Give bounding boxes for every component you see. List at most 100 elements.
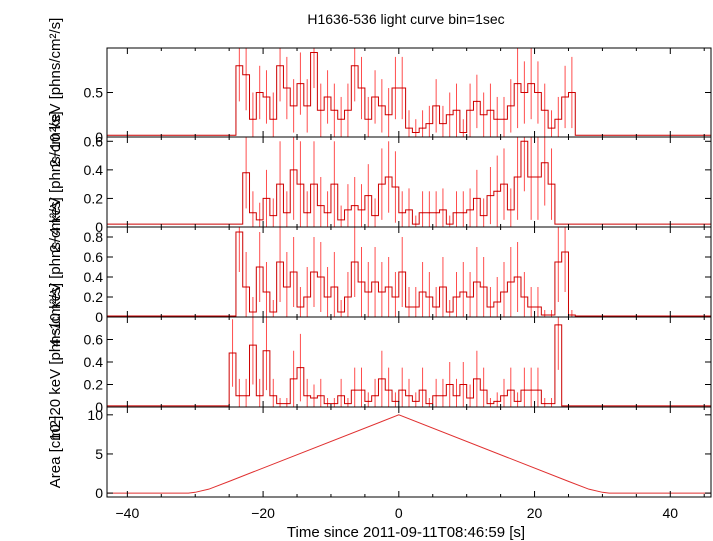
data-point (259, 91, 261, 94)
x-tick-label: −20 (251, 505, 275, 521)
data-point (367, 118, 369, 120)
plot-area-band-2-4 (107, 137, 711, 227)
data-point (557, 324, 559, 326)
y-tick-label: 0.8 (84, 229, 104, 245)
data-point (354, 65, 356, 67)
data-point (421, 389, 424, 391)
data-point (299, 183, 302, 185)
data-point (415, 306, 417, 308)
y-tick-label: 0.2 (84, 190, 104, 206)
data-point (510, 105, 512, 107)
data-point (476, 100, 478, 102)
data-point (516, 276, 519, 278)
data-point (306, 212, 308, 214)
data-point (442, 209, 444, 211)
data-point (306, 395, 308, 397)
data-point (320, 395, 322, 397)
data-point (435, 212, 437, 214)
data-point (279, 65, 281, 67)
y-tick-label: 0 (95, 485, 103, 501)
data-point (394, 400, 397, 402)
data-point (455, 395, 458, 397)
y-tick-label: 0.2 (84, 377, 104, 393)
plot-area-area (107, 414, 711, 494)
data-point (259, 266, 261, 268)
data-point (333, 403, 335, 405)
data-point (326, 403, 329, 405)
data-point (449, 383, 451, 386)
y-tick-label: 10 (87, 407, 103, 423)
data-point (442, 123, 444, 125)
data-point (265, 197, 268, 200)
data-point (557, 261, 559, 263)
data-point (544, 109, 546, 111)
y-tick-label: 0 (95, 399, 103, 415)
data-point (238, 65, 240, 67)
data-point (428, 123, 430, 125)
data-point (421, 212, 424, 214)
data-point (252, 212, 254, 214)
data-point (381, 378, 383, 380)
panel-frame (106, 406, 712, 498)
data-point (347, 403, 349, 405)
panel-band-4-10: 0 0.2 0.4 0.6 0.8 4−10 keV [phns/cm²/s] (47, 197, 712, 347)
data-point (340, 311, 342, 313)
data-point (571, 91, 573, 94)
data-point (449, 114, 451, 116)
y-tick-label: 0 (95, 129, 103, 145)
data-point (510, 281, 512, 283)
y-tick-label: 0.6 (84, 332, 104, 348)
data-point (374, 214, 376, 217)
data-point (245, 74, 247, 76)
data-point (415, 131, 417, 134)
data-point (408, 209, 410, 211)
y-axis-label: 2−10 keV [phns/cm²/s] (47, 18, 64, 168)
data-point (435, 105, 437, 107)
data-point (340, 118, 342, 120)
data-point (408, 127, 410, 129)
data-point (360, 87, 363, 89)
panel-band-2-10: 0 0.5 2−10 keV [phns/cm²/s] (47, 18, 712, 168)
data-point (544, 162, 546, 164)
data-point (530, 83, 532, 85)
data-point (259, 219, 261, 221)
data-point (571, 314, 573, 316)
y-tick-label: 0.2 (84, 289, 104, 305)
data-point (496, 301, 498, 303)
data-point (286, 212, 288, 214)
series-line-band-2-10 (107, 51, 711, 136)
data-point (469, 397, 471, 399)
data-point (421, 291, 424, 293)
data-point (537, 176, 539, 178)
data-point (503, 395, 505, 397)
data-point (394, 296, 397, 298)
plot-area-band-2-10 (107, 48, 711, 137)
data-point (476, 281, 478, 283)
data-point (483, 114, 485, 116)
data-point (550, 314, 553, 316)
data-point (265, 350, 268, 352)
data-point (564, 251, 566, 253)
data-point (347, 296, 349, 298)
data-point (252, 118, 254, 120)
series-line-band-2-4 (107, 140, 711, 225)
data-point (449, 223, 451, 225)
data-point (313, 51, 315, 54)
data-point (238, 395, 240, 397)
data-point (272, 118, 274, 120)
data-point (231, 352, 234, 354)
data-point (428, 296, 430, 298)
data-point (354, 261, 356, 263)
data-point (313, 183, 315, 185)
data-point (557, 118, 559, 120)
data-point (360, 389, 363, 391)
data-point (388, 389, 390, 391)
data-point (476, 197, 478, 200)
x-tick-label: −40 (115, 505, 139, 521)
data-point (510, 209, 512, 211)
data-point (503, 291, 505, 293)
y-tick-label: 0.4 (84, 354, 104, 370)
data-point (306, 105, 308, 107)
data-point (279, 183, 281, 185)
data-point (394, 186, 397, 188)
